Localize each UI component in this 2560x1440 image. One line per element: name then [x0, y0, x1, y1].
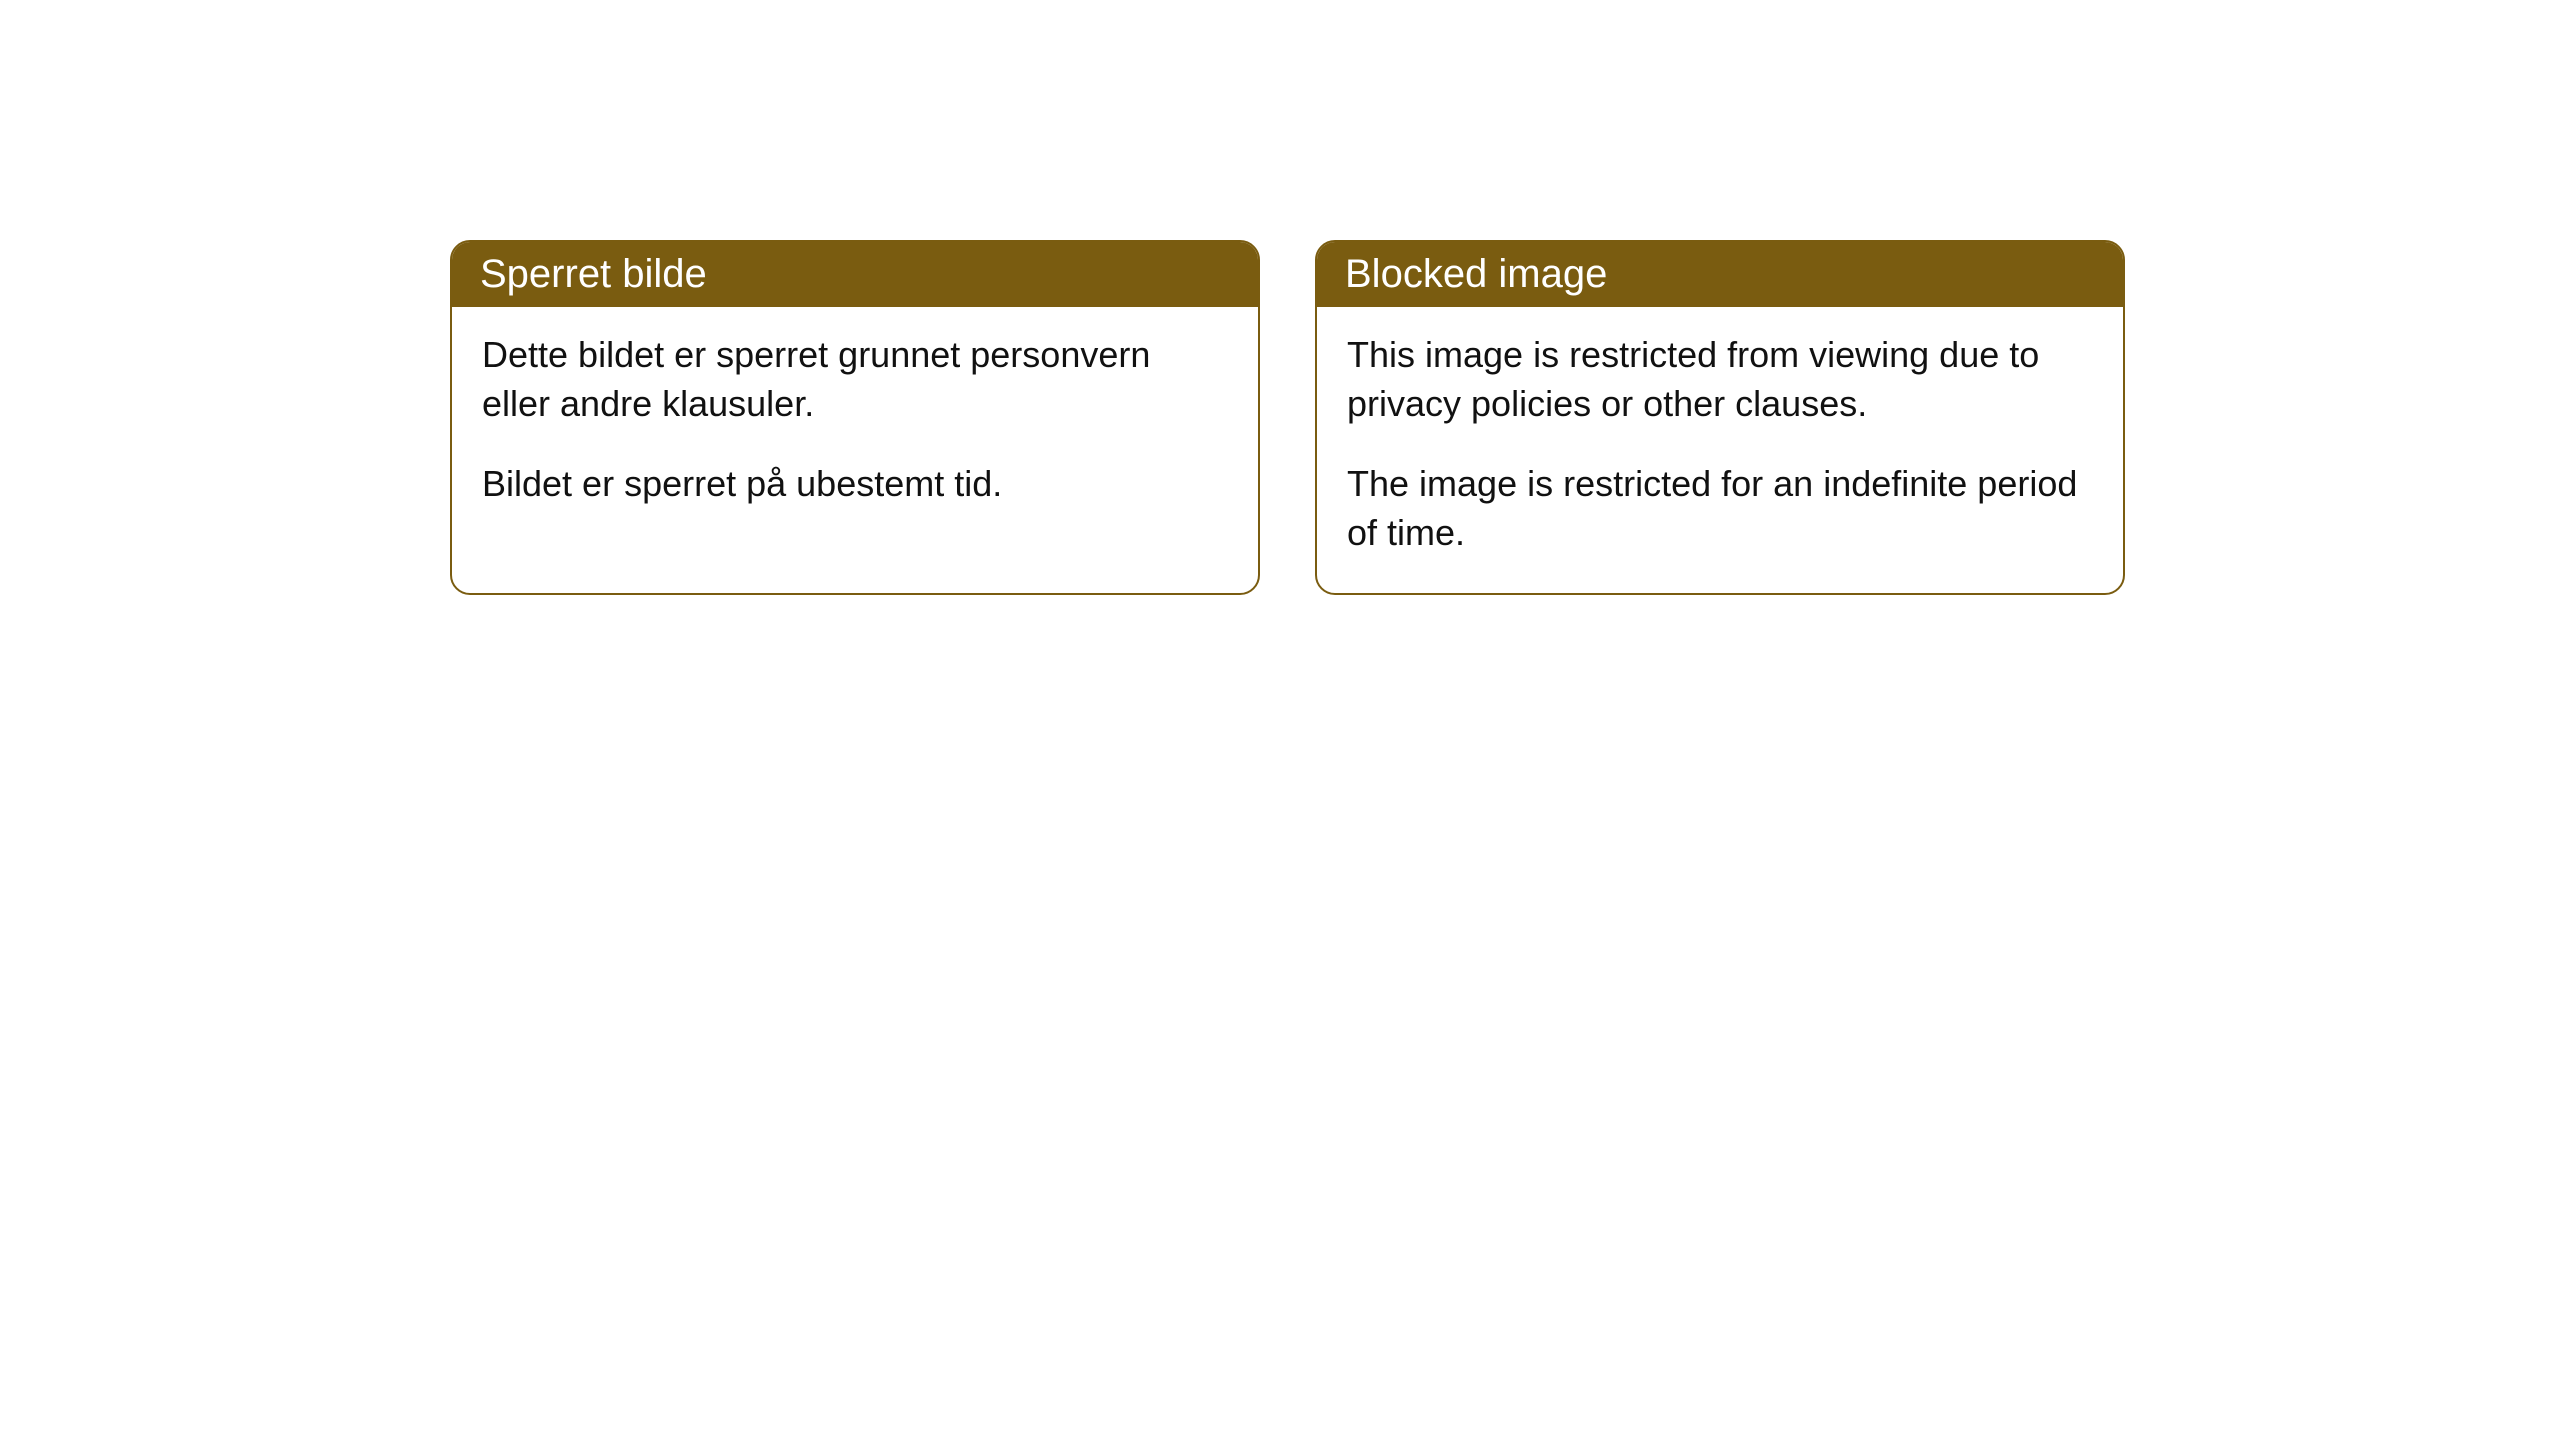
- card-paragraph-1: Dette bildet er sperret grunnet personve…: [482, 331, 1228, 428]
- card-body: Dette bildet er sperret grunnet personve…: [452, 307, 1258, 545]
- card-body: This image is restricted from viewing du…: [1317, 307, 2123, 593]
- card-title: Blocked image: [1345, 252, 1607, 296]
- card-paragraph-1: This image is restricted from viewing du…: [1347, 331, 2093, 428]
- cards-container: Sperret bilde Dette bildet er sperret gr…: [450, 240, 2125, 595]
- card-english: Blocked image This image is restricted f…: [1315, 240, 2125, 595]
- card-paragraph-2: Bildet er sperret på ubestemt tid.: [482, 460, 1228, 509]
- card-header: Blocked image: [1317, 242, 2123, 307]
- card-norwegian: Sperret bilde Dette bildet er sperret gr…: [450, 240, 1260, 595]
- card-header: Sperret bilde: [452, 242, 1258, 307]
- card-paragraph-2: The image is restricted for an indefinit…: [1347, 460, 2093, 557]
- card-title: Sperret bilde: [480, 252, 707, 296]
